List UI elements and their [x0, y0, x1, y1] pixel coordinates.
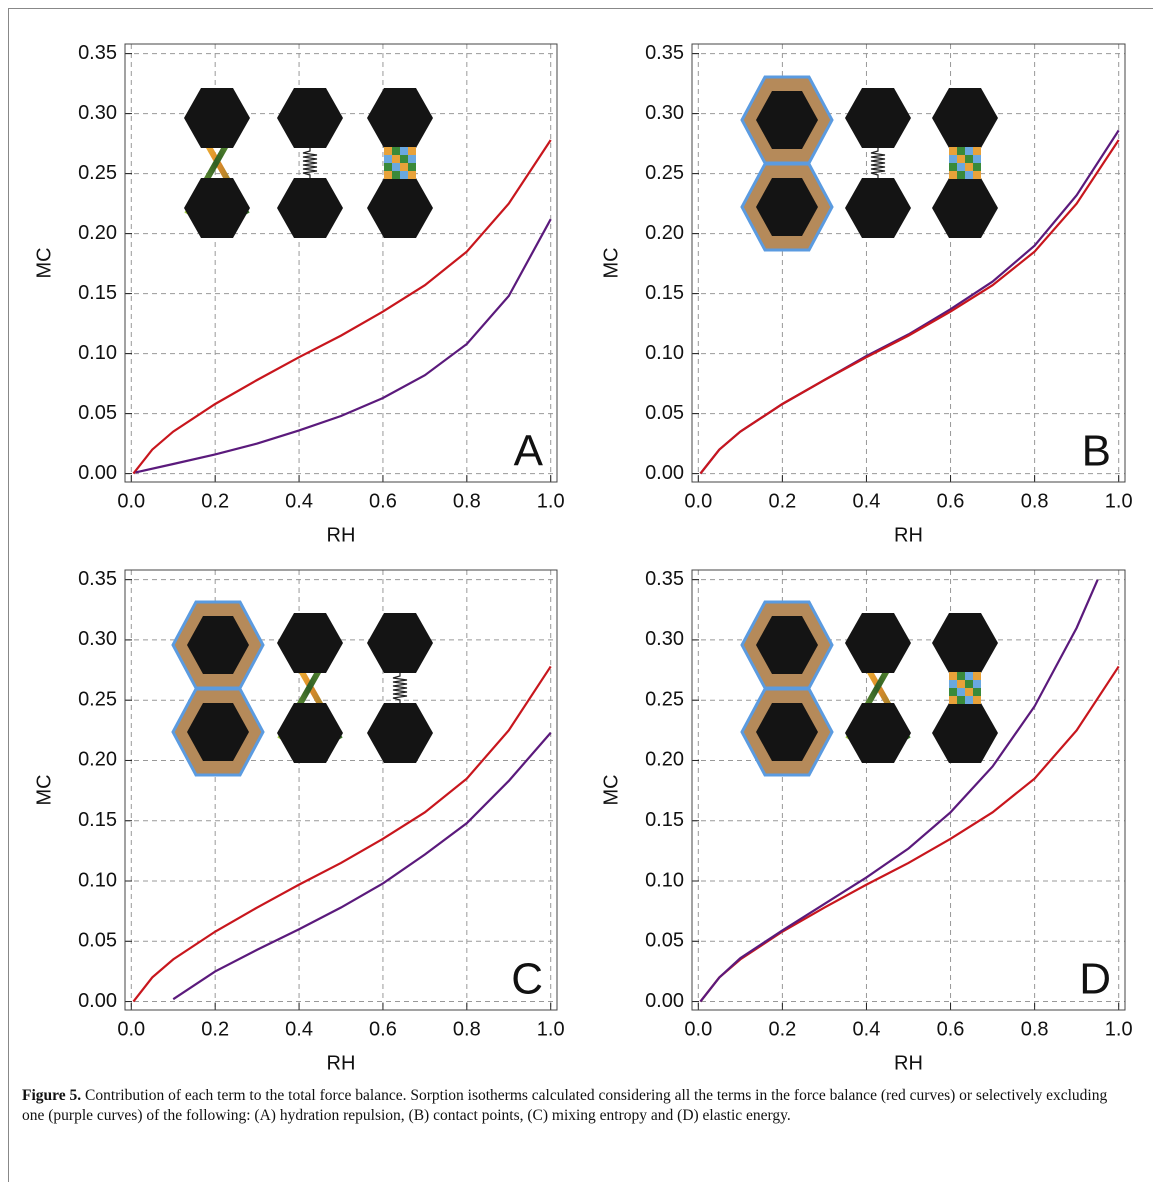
x-tick-label: 1.0 — [1105, 1018, 1133, 1040]
x-tick-label: 0.2 — [201, 1018, 229, 1040]
y-axis-label: MC — [600, 774, 622, 805]
curve — [699, 139, 1120, 475]
twist-illustration — [184, 88, 250, 238]
y-tick-label: 0.05 — [78, 930, 117, 952]
y-tick-label: 0.30 — [645, 102, 684, 124]
x-tick-label: 0.2 — [768, 1018, 796, 1040]
x-axis-label: RH — [327, 1052, 356, 1074]
caption-text: Contribution of each term to the total f… — [22, 1087, 1108, 1124]
panel-label: B — [1082, 427, 1111, 476]
y-axis-label: MC — [33, 247, 55, 278]
y-tick-label: 0.35 — [645, 42, 684, 64]
y-tick-label: 0.10 — [645, 869, 684, 891]
x-tick-label: 0.8 — [453, 1018, 481, 1040]
x-tick-label: 0.6 — [937, 490, 965, 512]
coated-illustration — [171, 600, 265, 777]
x-tick-label: 1.0 — [537, 490, 565, 512]
y-tick-label: 0.00 — [78, 990, 117, 1012]
y-tick-label: 0.35 — [78, 42, 117, 64]
x-tick-label: 1.0 — [1105, 490, 1133, 512]
plot-frame — [691, 569, 1126, 1011]
x-tick-label: 0.4 — [853, 490, 881, 512]
x-tick-label: 0.0 — [684, 490, 712, 512]
x-axis-label: RH — [894, 524, 923, 546]
curve — [172, 732, 552, 1001]
curve — [135, 218, 552, 474]
y-tick-label: 0.30 — [78, 102, 117, 124]
twist-illustration — [277, 613, 343, 763]
y-tick-label: 0.20 — [78, 749, 117, 771]
checker-illustration — [932, 613, 998, 763]
plot-frame — [691, 43, 1126, 483]
x-tick-label: 0.0 — [684, 1018, 712, 1040]
x-tick-label: 0.6 — [369, 1018, 397, 1040]
y-tick-label: 0.30 — [645, 628, 684, 650]
y-tick-label: 0.15 — [78, 282, 117, 304]
coated-illustration — [740, 75, 834, 252]
x-tick-label: 0.0 — [117, 490, 145, 512]
y-tick-label: 0.10 — [78, 869, 117, 891]
y-axis-label: MC — [600, 247, 622, 278]
y-tick-label: 0.25 — [645, 162, 684, 184]
x-tick-label: 0.6 — [937, 1018, 965, 1040]
y-tick-label: 0.15 — [645, 809, 684, 831]
x-axis-label: RH — [327, 524, 356, 546]
spring-illustration — [367, 613, 433, 763]
x-tick-label: 0.2 — [768, 490, 796, 512]
y-tick-label: 0.20 — [645, 222, 684, 244]
y-tick-label: 0.35 — [645, 568, 684, 590]
x-tick-label: 0.0 — [117, 1018, 145, 1040]
caption: Figure 5. Contribution of each term to t… — [22, 1086, 1132, 1126]
x-tick-label: 0.8 — [1021, 1018, 1049, 1040]
caption-label: Figure 5. — [22, 1087, 82, 1104]
y-tick-label: 0.35 — [78, 568, 117, 590]
y-tick-label: 0.05 — [78, 402, 117, 424]
curve — [132, 139, 552, 475]
y-tick-label: 0.00 — [645, 990, 684, 1012]
x-tick-label: 0.8 — [453, 490, 481, 512]
spring-illustration — [845, 88, 911, 238]
plot-frame — [124, 43, 558, 483]
x-tick-label: 0.4 — [285, 490, 313, 512]
panel-label: C — [511, 955, 543, 1004]
y-tick-label: 0.20 — [78, 222, 117, 244]
x-tick-label: 1.0 — [537, 1018, 565, 1040]
y-tick-label: 0.00 — [78, 462, 117, 484]
y-tick-label: 0.10 — [645, 342, 684, 364]
panel-label: D — [1079, 955, 1111, 1004]
checker-illustration — [932, 88, 998, 238]
y-tick-label: 0.25 — [78, 688, 117, 710]
y-tick-label: 0.05 — [645, 402, 684, 424]
y-tick-label: 0.30 — [78, 628, 117, 650]
twist-illustration — [845, 613, 911, 763]
y-axis-label: MC — [33, 774, 55, 805]
y-tick-label: 0.25 — [78, 162, 117, 184]
x-tick-label: 0.4 — [853, 1018, 881, 1040]
y-tick-label: 0.15 — [78, 809, 117, 831]
x-axis-label: RH — [894, 1052, 923, 1074]
panel-label: A — [514, 427, 544, 476]
checker-illustration — [367, 88, 433, 238]
illustrations — [171, 75, 998, 777]
y-tick-label: 0.15 — [645, 282, 684, 304]
plot-frame — [124, 569, 558, 1011]
figure: 0.0 0.2 0.4 0.6 0.8 1.0 0.00 0.05 0.10 0.15 0.20 0.… — [33, 42, 1133, 1074]
figure-frame — [8, 8, 1153, 1182]
y-tick-label: 0.25 — [645, 688, 684, 710]
coated-illustration — [740, 600, 834, 777]
x-tick-label: 0.4 — [285, 1018, 313, 1040]
curve — [699, 579, 1099, 1003]
spring-illustration — [277, 88, 343, 238]
curve — [132, 665, 552, 1003]
x-tick-label: 0.8 — [1021, 490, 1049, 512]
y-tick-label: 0.05 — [645, 930, 684, 952]
y-tick-label: 0.20 — [645, 749, 684, 771]
y-tick-label: 0.00 — [645, 462, 684, 484]
x-tick-label: 0.2 — [201, 490, 229, 512]
x-tick-label: 0.6 — [369, 490, 397, 512]
y-tick-label: 0.10 — [78, 342, 117, 364]
